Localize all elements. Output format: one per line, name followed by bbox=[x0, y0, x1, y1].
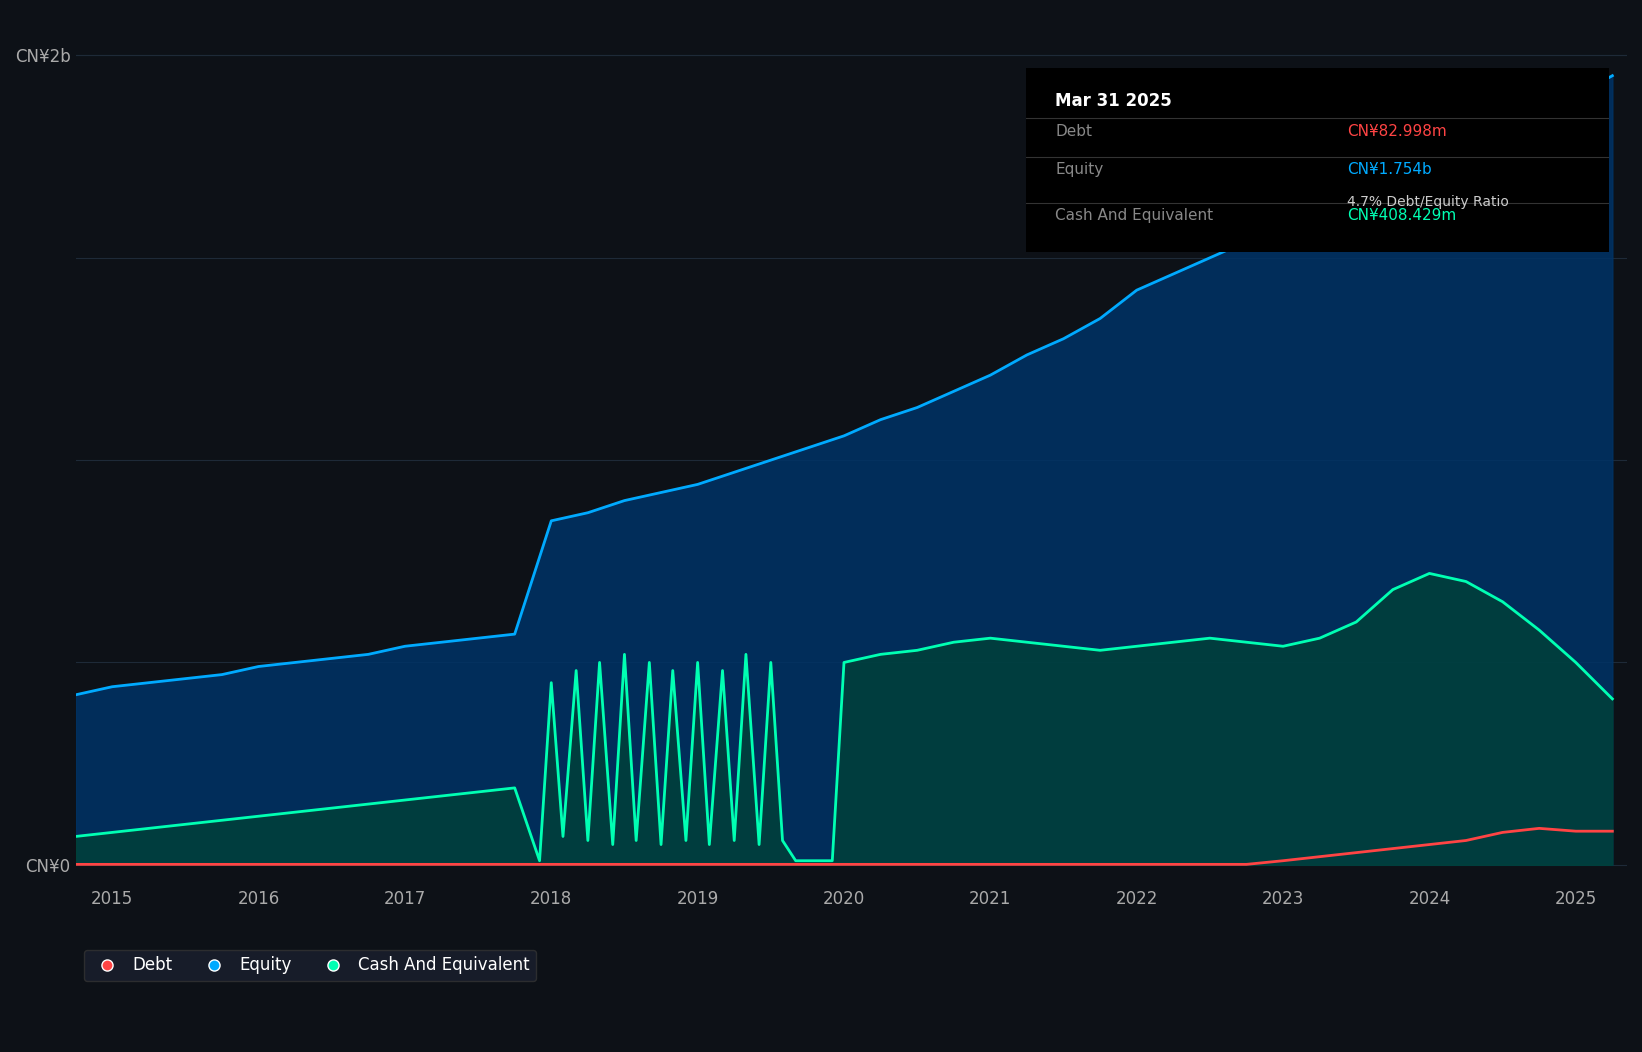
Text: CN¥408.429m: CN¥408.429m bbox=[1346, 208, 1456, 223]
Text: Cash And Equivalent: Cash And Equivalent bbox=[1056, 208, 1213, 223]
Text: Debt: Debt bbox=[1056, 124, 1092, 139]
Text: CN¥82.998m: CN¥82.998m bbox=[1346, 124, 1447, 139]
Text: 4.7% Debt/Equity Ratio: 4.7% Debt/Equity Ratio bbox=[1346, 196, 1509, 209]
Text: Mar 31 2025: Mar 31 2025 bbox=[1056, 93, 1172, 110]
Text: CN¥1.754b: CN¥1.754b bbox=[1346, 162, 1432, 178]
Legend: Debt, Equity, Cash And Equivalent: Debt, Equity, Cash And Equivalent bbox=[84, 950, 537, 982]
Text: Equity: Equity bbox=[1056, 162, 1103, 178]
